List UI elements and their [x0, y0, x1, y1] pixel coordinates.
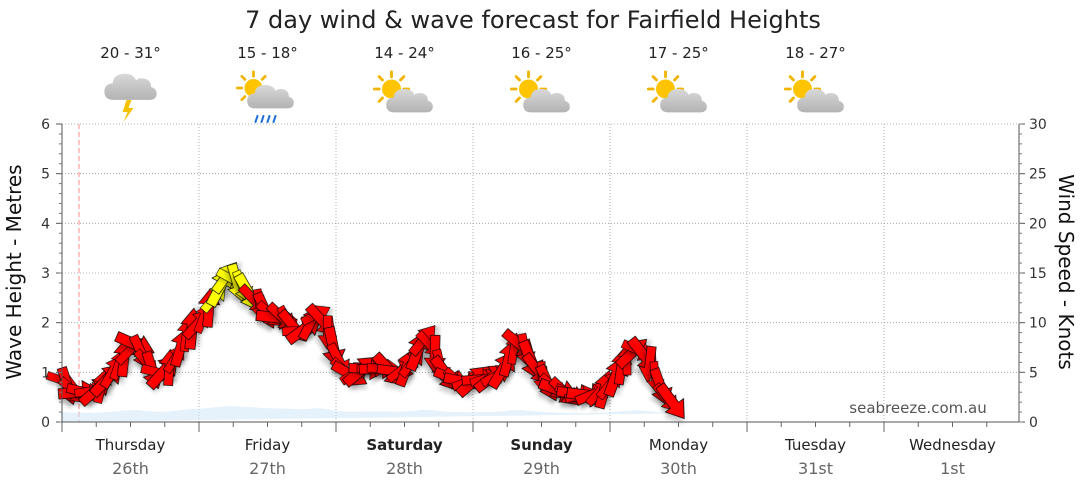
y-left-axis-title: Wave Height - Metres	[2, 164, 26, 379]
x-day-name-label: Wednesday	[909, 436, 996, 454]
y-right-tick-label: 30	[1029, 117, 1047, 133]
x-day-name-label: Monday	[649, 436, 708, 454]
x-day-name-label: Saturday	[366, 436, 443, 454]
x-day-date-label: 31st	[798, 459, 833, 478]
y-left-tick-label: 3	[41, 266, 50, 282]
x-day-name-label: Friday	[245, 436, 291, 454]
day-temperature-range: 17 - 25°	[648, 44, 709, 62]
y-right-axis-title: Wind Speed - Knots	[1054, 174, 1078, 370]
sun-cloud-icon	[509, 70, 570, 113]
wind-arrow-series	[45, 261, 685, 420]
storm-cloud-icon	[104, 73, 157, 122]
y-left-tick-label: 0	[41, 415, 50, 431]
day-temperature-range: 15 - 18°	[237, 44, 298, 62]
y-right-tick-label: 15	[1029, 266, 1047, 282]
day-temperature-range: 16 - 25°	[511, 44, 572, 62]
y-left-tick-label: 2	[41, 316, 50, 332]
x-day-name-label: Tuesday	[784, 436, 846, 454]
y-right-tick-label: 20	[1029, 216, 1047, 232]
wind-arrow	[655, 382, 685, 420]
x-day-name-label: Thursday	[95, 436, 166, 454]
x-axis-day-labels: Thursday 26th Friday 27th Saturday 28th Sunday…	[95, 436, 996, 478]
x-day-date-label: 26th	[112, 459, 149, 478]
y-right-tick-label: 10	[1029, 316, 1047, 332]
day-temperature-range: 20 - 31°	[100, 44, 161, 62]
y-right-tick-label: 25	[1029, 167, 1047, 183]
sun-cloud-icon	[646, 70, 707, 113]
x-day-name-label: Sunday	[510, 436, 573, 454]
y-left-tick-label: 5	[41, 167, 50, 183]
y-left-tick-label: 6	[41, 117, 50, 133]
wave-height-area	[62, 406, 673, 422]
y-right-tick-label: 0	[1029, 415, 1038, 431]
sun-cloud-icon	[783, 70, 844, 113]
y-left-tick-label: 1	[41, 365, 50, 381]
chart-title: 7 day wind & wave forecast for Fairfield…	[245, 6, 821, 34]
axes: 0 1 2 3 4 5 6 0 5 10 15 20 25 30	[41, 117, 1047, 432]
day-temperature-range: 18 - 27°	[785, 44, 846, 62]
x-day-date-label: 27th	[249, 459, 286, 478]
daily-header: 20 - 31° 15 - 18° 14 - 24° 16 - 25° 17 - 25°…	[100, 44, 846, 123]
sun-cloud-icon	[372, 70, 433, 113]
day-temperature-range: 14 - 24°	[374, 44, 435, 62]
x-day-date-label: 28th	[386, 459, 423, 478]
x-day-date-label: 30th	[660, 459, 697, 478]
y-left-tick-label: 4	[41, 216, 50, 232]
wave-height-fill	[62, 406, 673, 422]
watermark-text: seabreeze.com.au	[849, 399, 986, 417]
x-day-date-label: 29th	[523, 459, 560, 478]
wind-arrow-shape	[655, 382, 685, 420]
y-right-tick-label: 5	[1029, 365, 1038, 381]
sun-cloud-rain-icon	[235, 70, 294, 123]
x-day-date-label: 1st	[940, 459, 965, 478]
